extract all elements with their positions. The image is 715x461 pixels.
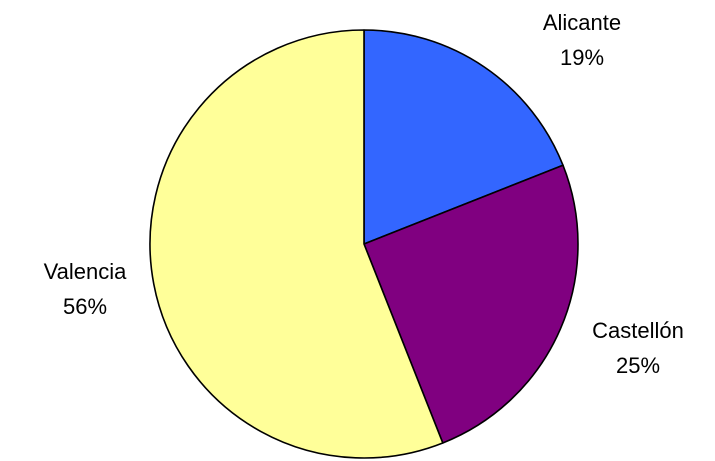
slice-category-label: Alicante [543,10,621,35]
slice-label-group: Castellón 25% [592,318,684,378]
slice-category-label: Valencia [44,259,128,284]
pie-slice-castellon [363,164,579,444]
slice-category-label: Castellón [592,318,684,343]
slice-value-label: 56% [63,294,107,319]
slice-value-label: 25% [616,353,660,378]
pie-slice-alicante [363,29,564,245]
pie-labels: Alicante 19% Castellón 25% Valencia 56% [44,10,684,378]
slice-label-group: Alicante 19% [543,10,621,70]
pie-slice-valencia [149,29,444,459]
slice-label-group: Valencia 56% [44,259,128,319]
slice-value-label: 19% [560,45,604,70]
pie-slices [149,29,579,459]
